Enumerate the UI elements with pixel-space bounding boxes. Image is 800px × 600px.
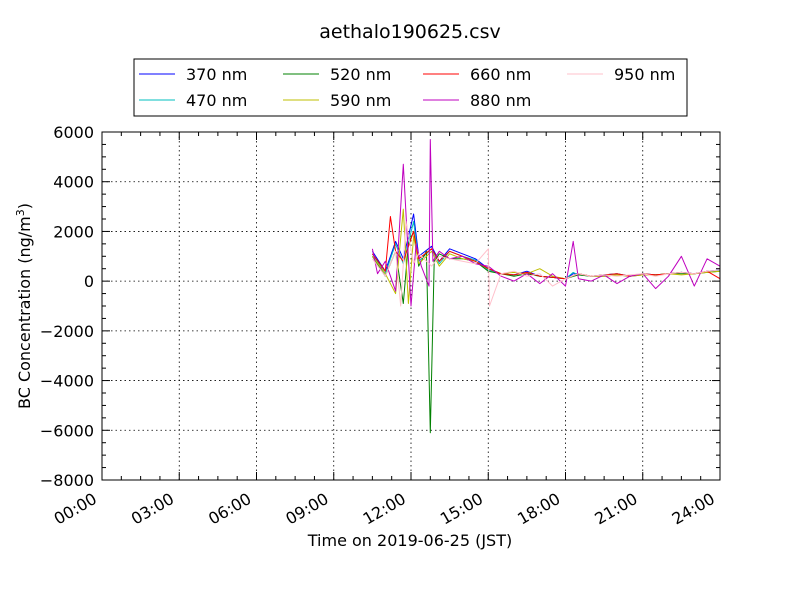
legend-label: 950 nm	[614, 65, 675, 84]
legend-box	[133, 58, 688, 117]
y-axis-label-main: BC Concentration (ng/m	[15, 216, 34, 409]
x-axis-label: Time on 2019-06-25 (JST)	[307, 531, 512, 550]
legend: 370 nm 470 nm 520 nm 590 nm 660 nm 880 nm 950 …	[133, 58, 688, 117]
ticks	[101, 131, 721, 481]
series-line-950-nm	[371, 221, 721, 307]
legend-label: 520 nm	[330, 65, 391, 84]
y-axis-label-sup: 3	[14, 209, 27, 216]
chart-title: aethalo190625.csv	[319, 21, 501, 43]
y-tick-label: 2000	[53, 222, 94, 241]
series-layer	[371, 139, 721, 434]
y-tick-label: −8000	[40, 471, 94, 490]
y-axis-label: BC Concentration (ng/m3)	[14, 203, 34, 409]
legend-items: 370 nm 470 nm 520 nm 590 nm 660 nm 880 nm 950 …	[139, 65, 675, 110]
legend-label: 370 nm	[186, 65, 247, 84]
legend-label: 470 nm	[186, 91, 247, 110]
y-tick-label: 6000	[53, 123, 94, 142]
y-axis-label-close: )	[15, 203, 34, 209]
y-tick-label: 4000	[53, 173, 94, 192]
y-tick-label: −4000	[40, 372, 94, 391]
y-tick-labels: 6000 4000 2000 0 −2000 −4000 −6000 −8000	[40, 123, 94, 490]
y-tick-label: −6000	[40, 421, 94, 440]
y-tick-label: −2000	[40, 322, 94, 341]
legend-label: 590 nm	[330, 91, 391, 110]
legend-label: 880 nm	[470, 91, 531, 110]
series-line-660-nm	[371, 216, 721, 280]
series-line-880-nm	[371, 139, 721, 307]
legend-label: 660 nm	[470, 65, 531, 84]
y-tick-label: 0	[84, 272, 94, 291]
